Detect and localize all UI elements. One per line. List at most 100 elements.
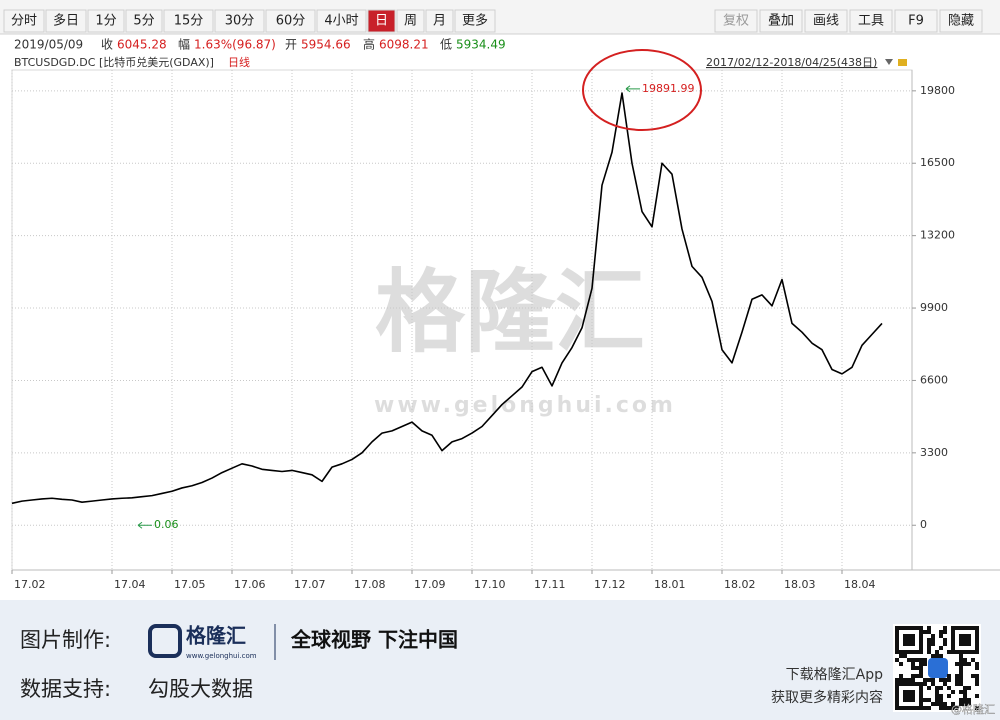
period-button[interactable]	[214, 9, 265, 33]
period-label[interactable]: 4小时	[324, 14, 358, 29]
qr-cell	[975, 674, 979, 678]
qr-cell	[903, 634, 907, 638]
qr-cell	[959, 658, 963, 662]
period-label[interactable]: 5分	[133, 14, 154, 29]
tool-label[interactable]: 叠加	[768, 14, 794, 29]
x-tick-label: 17.09	[414, 578, 446, 591]
period-label[interactable]: 1分	[95, 14, 116, 29]
period-button[interactable]	[265, 9, 316, 33]
period-button[interactable]	[125, 9, 163, 33]
qr-cell	[927, 638, 931, 642]
qr-cell	[923, 698, 927, 702]
period-button[interactable]	[425, 9, 454, 33]
qr-cell	[963, 690, 967, 694]
watermark-text: 格隆汇	[375, 260, 645, 365]
period-button[interactable]	[396, 9, 425, 33]
quote-value: 1.63%(96.87)	[194, 38, 276, 52]
lock-icon	[898, 59, 907, 66]
qr-cell	[931, 654, 935, 658]
period-label[interactable]: 15分	[174, 14, 204, 29]
x-tick-label: 17.12	[594, 578, 626, 591]
qr-cell	[967, 634, 971, 638]
tool-label[interactable]: 复权	[723, 13, 749, 29]
annotation-arrow	[137, 521, 152, 529]
qr-cell	[895, 698, 899, 702]
period-button[interactable]	[45, 9, 87, 33]
qr-cell	[947, 674, 951, 678]
quote-value: 5954.66	[301, 38, 351, 52]
qr-cell	[967, 662, 971, 666]
period-button[interactable]	[3, 9, 45, 33]
qr-cell	[923, 678, 927, 682]
tool-button[interactable]	[714, 9, 758, 33]
tool-label[interactable]: 工具	[858, 14, 884, 29]
watermark: 格隆汇 www.gelonghui.com	[374, 260, 673, 418]
period-label[interactable]: 30分	[225, 14, 255, 29]
qr-cell	[899, 626, 903, 630]
qr-cell	[919, 630, 923, 634]
tool-button[interactable]	[759, 9, 803, 33]
qr-cell	[975, 706, 979, 710]
period-button[interactable]	[316, 9, 367, 33]
qr-cell	[975, 642, 979, 646]
tool-button[interactable]	[894, 9, 938, 33]
tool-button[interactable]	[804, 9, 848, 33]
qr-cell	[939, 646, 943, 650]
period-button[interactable]	[454, 9, 496, 33]
qr-cell	[967, 698, 971, 702]
period-label[interactable]: 多日	[53, 13, 79, 29]
qr-cell	[919, 686, 923, 690]
period-label[interactable]: 月	[433, 14, 446, 29]
qr-cell	[919, 626, 923, 630]
qr-cell	[959, 682, 963, 686]
date-range[interactable]: 2017/02/12-2018/04/25(438日)	[706, 56, 877, 69]
qr-cell	[959, 690, 963, 694]
qr-cell	[899, 706, 903, 710]
qr-cell	[971, 658, 975, 662]
qr-cell	[951, 634, 955, 638]
footer-app: 下载格隆汇App	[786, 667, 883, 683]
qr-cell	[919, 706, 923, 710]
qr-cell	[975, 666, 979, 670]
period-label[interactable]: 分时	[11, 14, 37, 29]
qr-cell	[903, 694, 907, 698]
qr-cell	[915, 674, 919, 678]
qr-cell	[895, 650, 899, 654]
qr-cell	[907, 678, 911, 682]
qr-cell	[939, 702, 943, 706]
tool-label[interactable]: 隐藏	[948, 14, 974, 29]
qr-cell	[963, 702, 967, 706]
qr-cell	[895, 686, 899, 690]
tool-button[interactable]	[939, 9, 983, 33]
qr-cell	[899, 654, 903, 658]
qr-cell	[931, 638, 935, 642]
qr-cell	[959, 654, 963, 658]
quote-value: 6098.21	[379, 38, 429, 52]
qr-cell	[895, 634, 899, 638]
period-button[interactable]	[87, 9, 125, 33]
period-button[interactable]	[367, 9, 396, 33]
qr-cell	[931, 634, 935, 638]
qr-cell	[951, 638, 955, 642]
period-label[interactable]: 日	[375, 14, 388, 29]
qr-cell	[959, 666, 963, 670]
brand-logo	[148, 624, 182, 658]
qr-cell	[963, 634, 967, 638]
qr-cell	[911, 642, 915, 646]
qr-cell	[919, 666, 923, 670]
range-dropdown[interactable]	[885, 59, 893, 65]
tool-button[interactable]	[849, 9, 893, 33]
qr-cell	[911, 678, 915, 682]
tool-label[interactable]: 画线	[813, 14, 839, 29]
period-label[interactable]: 更多	[462, 13, 488, 29]
qr-cell	[915, 658, 919, 662]
qr-cell	[951, 646, 955, 650]
period-label[interactable]: 60分	[276, 14, 306, 29]
qr-cell	[895, 682, 899, 686]
qr-cell	[963, 694, 967, 698]
tool-label[interactable]: F9	[908, 14, 924, 29]
qr-cell	[911, 658, 915, 662]
period-label[interactable]: 周	[404, 14, 417, 29]
x-tick-label: 17.02	[14, 578, 46, 591]
period-button[interactable]	[163, 9, 214, 33]
